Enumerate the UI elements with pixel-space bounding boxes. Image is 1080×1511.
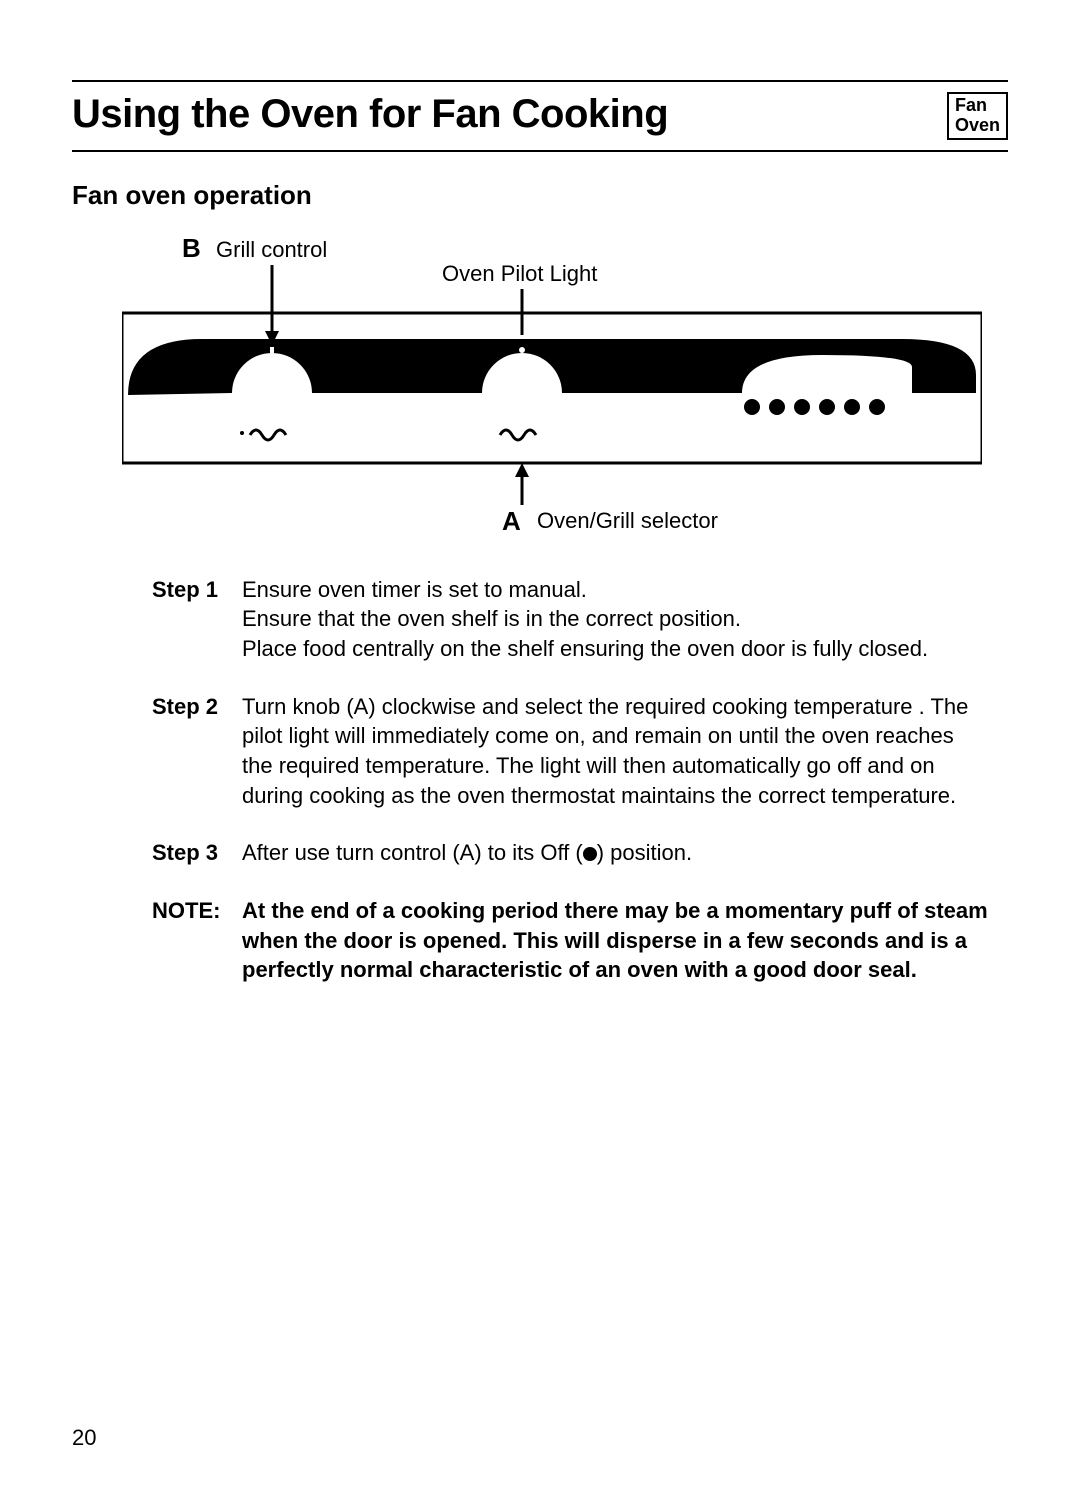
note-body: At the end of a cooking period there may… [242, 896, 988, 985]
step-3: Step 3 After use turn control (A) to its… [152, 838, 988, 868]
step-3-after: ) position. [597, 840, 692, 865]
step-3-body: After use turn control (A) to its Off ()… [242, 838, 988, 868]
step-1-label: Step 1 [152, 575, 242, 664]
note-text: At the end of a cooking period there may… [242, 898, 988, 982]
note: NOTE: At the end of a cooking period the… [152, 896, 988, 985]
control-panel-diagram: B Grill control Oven Pilot Light [122, 235, 988, 545]
subheading: Fan oven operation [72, 180, 1008, 211]
step-2: Step 2 Turn knob (A) clockwise and selec… [152, 692, 988, 811]
left-dial-tick [270, 347, 274, 353]
step-1-line-1: Ensure oven timer is set to manual. [242, 575, 988, 605]
fascia-shape [128, 339, 976, 395]
fan-oven-badge: Fan Oven [947, 92, 1008, 140]
badge-line-2: Oven [955, 116, 1000, 136]
arrow-a [515, 463, 529, 505]
note-label: NOTE: [152, 896, 242, 985]
panel-frame [122, 313, 982, 463]
label-b-letter: B [182, 235, 201, 263]
page-title: Using the Oven for Fan Cooking [72, 92, 947, 137]
step-2-label: Step 2 [152, 692, 242, 811]
label-pilot: Oven Pilot Light [442, 261, 597, 286]
step-1-line-2: Ensure that the oven shelf is in the cor… [242, 604, 988, 634]
title-row: Using the Oven for Fan Cooking Fan Oven [72, 92, 1008, 152]
label-a-text: Oven/Grill selector [537, 508, 718, 533]
off-dot-icon [583, 847, 597, 861]
step-3-before: After use turn control (A) to its Off ( [242, 840, 583, 865]
steps: Step 1 Ensure oven timer is set to manua… [152, 575, 988, 986]
step-1: Step 1 Ensure oven timer is set to manua… [152, 575, 988, 664]
page: Using the Oven for Fan Cooking Fan Oven … [0, 0, 1080, 1511]
badge-line-1: Fan [955, 96, 1000, 116]
header-rule-top [72, 80, 1008, 82]
diagram-svg: B Grill control Oven Pilot Light [122, 235, 982, 545]
step-3-label: Step 3 [152, 838, 242, 868]
label-a-letter: A [502, 506, 521, 536]
label-b-text: Grill control [216, 237, 327, 262]
step-1-line-3: Place food centrally on the shelf ensuri… [242, 634, 988, 664]
pilot-light-dot [519, 347, 525, 353]
arrow-b [265, 265, 279, 345]
step-1-body: Ensure oven timer is set to manual. Ensu… [242, 575, 988, 664]
oven-icon-middle [500, 430, 536, 440]
hob-icons [744, 399, 885, 415]
step-2-body: Turn knob (A) clockwise and select the r… [242, 692, 988, 811]
grill-icon-left [240, 430, 286, 440]
step-2-text: Turn knob (A) clockwise and select the r… [242, 694, 968, 808]
page-number: 20 [72, 1425, 96, 1451]
